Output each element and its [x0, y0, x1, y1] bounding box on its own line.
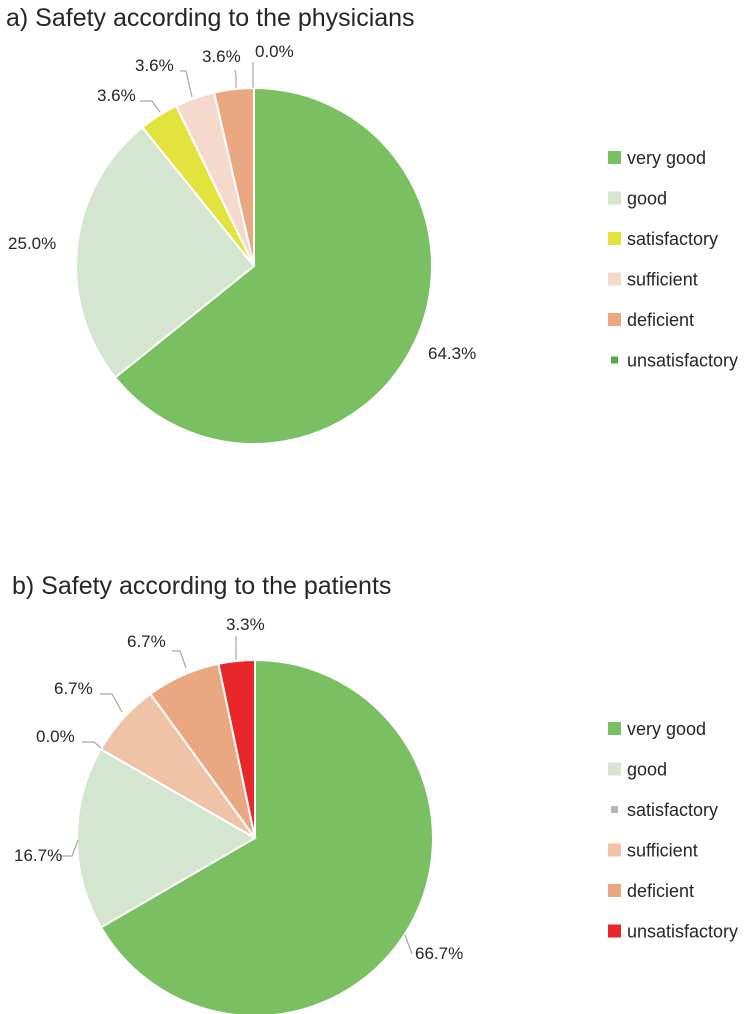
legend-item-very-good: very good	[608, 148, 706, 168]
slice-very-good	[99, 658, 434, 1014]
leader-line-satisfactory	[140, 100, 161, 113]
chart-b-legend: very good good satisfactory sufficient defic…	[608, 719, 738, 942]
leader-line-deficient	[172, 650, 187, 669]
legend-swatch-unsatisfactory	[611, 356, 618, 364]
legend-swatch-sufficient	[608, 843, 621, 857]
leader-line-satisfactory	[82, 741, 102, 749]
legend-label-good: good	[627, 760, 667, 780]
leader-line-very-good	[404, 934, 413, 955]
slice-good	[76, 747, 257, 929]
legend-swatch-satisfactory	[611, 806, 618, 813]
legend-swatch-deficient	[608, 313, 621, 326]
data-label-very-good: 66.7%	[415, 944, 463, 963]
data-label-satisfactory: 0.0%	[36, 727, 75, 746]
slice-unsatisfactory	[217, 658, 256, 839]
legend-label-sufficient: sufficient	[627, 270, 698, 290]
legend-item-sufficient: sufficient	[608, 270, 698, 290]
legend-item-deficient: deficient	[608, 881, 694, 901]
legend-label-satisfactory: satisfactory	[627, 800, 718, 820]
legend-swatch-good	[608, 191, 621, 205]
legend-item-unsatisfactory: unsatisfactory	[608, 922, 738, 942]
chart-b-title: b) Safety according to the patients	[12, 572, 391, 600]
chart-a-title: a) Safety according to the physicians	[6, 4, 415, 32]
data-label-very-good: 64.3%	[428, 344, 476, 363]
legend-item-sufficient: sufficient	[608, 841, 698, 861]
data-label-sufficient: 3.6%	[135, 56, 174, 75]
legend-label-very-good: very good	[627, 719, 706, 739]
legend-item-satisfactory: satisfactory	[611, 800, 718, 820]
legend-label-unsatisfactory: unsatisfactory	[627, 351, 738, 371]
legend-item-very-good: very good	[608, 719, 706, 739]
data-label-unsatisfactory: 0.0%	[255, 42, 294, 61]
data-label-good: 16.7%	[14, 846, 62, 865]
data-label-satisfactory: 3.6%	[97, 86, 136, 105]
data-label-unsatisfactory: 3.3%	[226, 615, 265, 634]
legend-swatch-good	[608, 762, 621, 776]
leader-line-good	[60, 839, 79, 857]
legend-label-unsatisfactory: unsatisfactory	[627, 922, 738, 942]
leader-line-sufficient	[180, 70, 193, 98]
legend-item-good: good	[608, 189, 667, 209]
legend-label-sufficient: sufficient	[627, 841, 698, 861]
legend-swatch-deficient	[608, 884, 621, 897]
legend-label-deficient: deficient	[627, 881, 694, 901]
legend-label-good: good	[627, 189, 667, 209]
data-label-deficient: 3.6%	[202, 47, 241, 66]
leader-line-sufficient	[100, 693, 123, 713]
data-label-sufficient: 6.7%	[54, 679, 93, 698]
legend-item-satisfactory: satisfactory	[608, 229, 718, 249]
data-label-deficient: 6.7%	[127, 632, 166, 651]
legend-swatch-satisfactory	[608, 232, 621, 245]
legend-item-unsatisfactory: unsatisfactory	[611, 351, 738, 371]
legend-swatch-sufficient	[608, 272, 621, 286]
legend-swatch-unsatisfactory	[608, 924, 621, 938]
legend-item-deficient: deficient	[608, 310, 694, 330]
chart-a-legend: very good good satisfactory sufficient defic…	[608, 148, 738, 371]
legend-swatch-very-good	[608, 151, 621, 164]
legend-label-satisfactory: satisfactory	[627, 229, 718, 249]
slice-good	[75, 125, 256, 379]
legend-item-good: good	[608, 760, 667, 780]
slice-very-good	[113, 86, 433, 445]
legend-swatch-very-good	[608, 722, 621, 735]
legend-label-deficient: deficient	[627, 310, 694, 330]
data-label-good: 25.0%	[8, 234, 56, 253]
chart-a-physicians: a) Safety according to the physicians 64…	[6, 4, 738, 445]
chart-b-patients: b) Safety according to the patients 66.7…	[12, 572, 738, 1014]
legend-label-very-good: very good	[627, 148, 706, 168]
leader-line-deficient	[234, 69, 237, 88]
